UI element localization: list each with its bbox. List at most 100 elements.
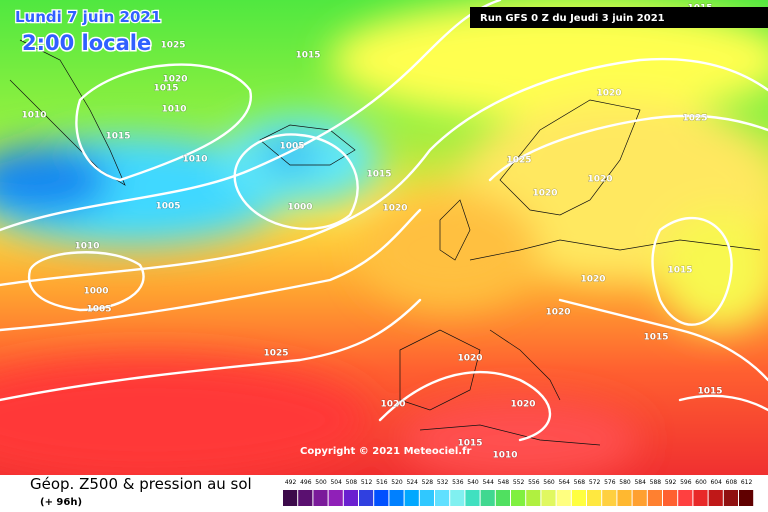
colorbar-label: 572 [589,479,601,486]
colorbar-label: 504 [330,479,342,486]
colorbar-label: 536 [452,479,464,486]
map: 1025 1020 1015 1010 1010 1015 1010 1005 … [0,0,768,475]
colorbar-label: 612 [741,479,753,486]
colorbar-swatch [450,490,465,506]
isobar-label: 1015 [295,51,320,61]
colorbar-swatch [389,490,404,506]
isobar-label: 1025 [682,114,707,124]
copyright: Copyright © 2021 Meteociel.fr [300,446,471,457]
colorbar-swatch [298,490,313,506]
colorbar-label: 544 [482,479,494,486]
forecast-hour: (+ 96h) [40,497,82,508]
isobar-label: 1020 [596,89,621,99]
colorbar-label: 532 [437,479,449,486]
colorbar: 492 496 500 504 508 512 516 520 524 528 532 536 540 5… [283,479,754,506]
colorbar-swatch [602,490,617,506]
isobar-label: 1010 [74,242,99,252]
colorbar-swatch [343,490,358,506]
map-time: 2:00 locale [22,31,151,55]
colorbar-swatch [404,490,419,506]
colorbar-label: 564 [558,479,570,486]
colorbar-swatch [708,490,723,506]
isobar-label: 1015 [105,132,130,142]
isobar-label: 1015 [153,84,178,94]
isobar-label: 1025 [506,156,531,166]
isobar-label: 1005 [279,142,304,152]
isobar-label: 1020 [510,400,535,410]
colorbar-swatch [693,490,708,506]
colorbar-label: 592 [665,479,677,486]
isobar-label: 1000 [83,287,108,297]
colorbar-label: 548 [498,479,510,486]
colorbar-label: 588 [650,479,662,486]
colorbar-swatch [328,490,343,506]
colorbar-label: 604 [710,479,722,486]
colorbar-label: 596 [680,479,692,486]
isobar-label: 1020 [457,354,482,364]
colorbar-swatch [495,490,510,506]
colorbar-label: 600 [695,479,707,486]
colorbar-label: 576 [604,479,616,486]
isobar-label: 1015 [366,170,391,180]
isobar-label: 1020 [580,275,605,285]
colorbar-label: 540 [467,479,479,486]
colorbar-swatch [374,490,389,506]
isobar-label: 1010 [161,105,186,115]
colorbar-label: 496 [300,479,312,486]
isobar-label: 1010 [492,451,517,461]
colorbar-swatch [587,490,602,506]
colorbar-swatch [465,490,480,506]
colorbar-swatch [556,490,571,506]
isobar-label: 1015 [643,333,668,343]
colorbar-label: 584 [634,479,646,486]
colorbar-swatch [678,490,693,506]
isobars [0,0,768,440]
colorbar-swatch [283,490,298,506]
colorbar-swatch [663,490,678,506]
colorbar-swatch [571,490,586,506]
colorbar-label: 560 [543,479,555,486]
colorbar-swatch [480,490,495,506]
colorbar-label: 580 [619,479,631,486]
colorbar-swatch [359,490,374,506]
run-info: Run GFS 0 Z du Jeudi 3 juin 2021 [480,13,665,24]
isobar-label: 1015 [667,266,692,276]
isobar-label: 1025 [263,349,288,359]
colorbar-label: 516 [376,479,388,486]
isobar-label: 1020 [380,400,405,410]
colorbar-label: 508 [346,479,358,486]
colorbar-label: 552 [513,479,525,486]
isobar-label: 1020 [587,175,612,185]
isobar-label: 1020 [545,308,570,318]
colorbar-swatch [419,490,434,506]
colorbar-swatch [435,490,450,506]
colorbar-label: 608 [726,479,738,486]
isobar-label: 1020 [162,75,187,85]
colorbar-swatch [739,490,754,506]
colorbar-label: 512 [361,479,373,486]
colorbar-label: 528 [422,479,434,486]
isobar-label: 1010 [182,155,207,165]
colorbar-swatch [647,490,662,506]
isobar-label: 1025 [160,41,185,51]
colorbar-swatch [313,490,328,506]
colorbar-label: 492 [285,479,297,486]
isobar-label: 1020 [532,189,557,199]
isobar-label: 1020 [382,204,407,214]
colorbar-label: 520 [391,479,403,486]
run-box [470,7,768,28]
map-date: Lundi 7 juin 2021 [15,8,161,26]
isobar-label: 1005 [86,305,111,315]
colorbar-swatch [526,490,541,506]
colorbar-swatch [617,490,632,506]
isobar-label: 1005 [155,202,180,212]
colorbar-swatch [723,490,738,506]
colorbar-label: 500 [315,479,327,486]
isobar-label: 1015 [697,387,722,397]
isobar-label: 1015 [457,439,482,449]
isobar-label: 1010 [21,111,46,121]
map-product: Géop. Z500 & pression au sol [30,475,252,493]
colorbar-swatch [511,490,526,506]
coastlines [9,39,761,446]
colorbar-label: 568 [574,479,586,486]
